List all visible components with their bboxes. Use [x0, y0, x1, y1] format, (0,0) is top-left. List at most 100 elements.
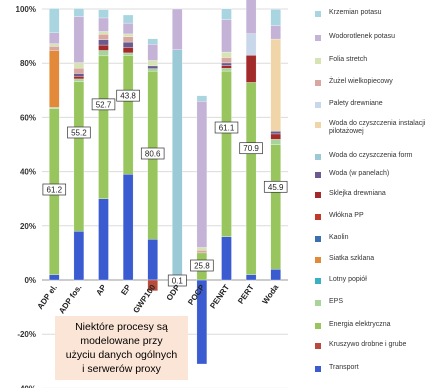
legend-item: Folia stretch — [315, 56, 433, 64]
data-label: 52.7 — [96, 100, 112, 109]
x-tick-label: EP — [119, 282, 133, 296]
y-axis-ticks: 100% 80% 60% 40% 20% 0% -20% -40% — [16, 5, 36, 388]
legend-item: Woda do czyszczenia form — [315, 152, 433, 160]
legend-label: Woda do czyszczenia instalacji pilotażow… — [329, 120, 426, 135]
bar-segment — [270, 131, 281, 135]
legend-label: Sklejka drewniana — [329, 190, 386, 197]
note-box: Niektóre procesy są modelowane przy użyc… — [55, 316, 188, 380]
bar-segment — [73, 73, 85, 77]
legend-item: Żużel wielkopiecowy — [315, 78, 433, 86]
bar-segment — [147, 38, 158, 45]
bar-segment — [270, 38, 281, 132]
bar-segment — [221, 70, 232, 237]
legend-label: Folia stretch — [329, 56, 368, 63]
legend-label: Kaolin — [329, 234, 349, 241]
bar-segment — [147, 65, 158, 69]
bar-segment — [49, 50, 60, 108]
legend-label: Transport — [329, 364, 359, 371]
bar-segment — [196, 100, 208, 248]
bar-segment — [98, 50, 109, 57]
bar-segment — [98, 31, 109, 35]
bar-segment — [98, 34, 109, 40]
legend-swatch — [315, 257, 321, 263]
bar-segment — [147, 68, 158, 72]
data-label: 45.9 — [268, 183, 284, 192]
bar-segment — [245, 55, 257, 83]
legend-label: EPS — [329, 298, 344, 305]
data-labels: 61.2 55.2 52.7 43.8 80.6 0.1 25.8 61.1 70.9 45.9 — [42, 89, 288, 287]
legend-item: Kaolin — [315, 234, 433, 242]
bar-segment — [49, 43, 60, 47]
bar-segment — [147, 44, 158, 61]
bar-segment — [49, 274, 60, 281]
bar-segment — [147, 60, 158, 67]
bar-segment — [147, 239, 158, 281]
legend-swatch — [315, 236, 321, 242]
bar-segment — [221, 8, 232, 20]
bar-segment — [73, 62, 85, 69]
bar-segment — [270, 25, 281, 40]
y-tick-label: 0% — [24, 276, 36, 285]
data-label-box — [214, 121, 239, 134]
bar-segment — [270, 139, 281, 145]
bar-segment — [98, 198, 109, 281]
y-tick-label: 40% — [20, 168, 36, 177]
data-label: 55.2 — [71, 128, 87, 137]
bar-segment — [122, 55, 134, 175]
data-label: 70.9 — [243, 144, 259, 153]
bar-segment — [73, 16, 85, 63]
bar-segment — [270, 9, 281, 26]
bar-segment — [245, 274, 257, 281]
x-tick-label: Woda — [261, 283, 281, 306]
data-label: 80.6 — [145, 150, 161, 159]
y-tick-label: 20% — [20, 222, 36, 231]
x-tick-label: PERT — [236, 283, 256, 306]
y-tick-label: 60% — [20, 113, 36, 122]
x-tick-label: AP — [94, 282, 108, 297]
bar-segment — [49, 107, 60, 109]
data-label: 61.2 — [47, 186, 63, 195]
bar-segment — [270, 269, 281, 281]
bar-segment — [49, 32, 60, 44]
bar-segment — [245, 33, 257, 56]
bar-segment — [73, 81, 85, 232]
data-label: 0.1 — [172, 277, 184, 286]
legend-swatch — [315, 300, 321, 306]
legend-swatch — [315, 58, 321, 64]
bar-segment — [122, 33, 134, 37]
x-tick-label: PENRT — [208, 283, 231, 310]
data-label-box — [91, 98, 116, 111]
y-tick-label: 100% — [16, 5, 36, 14]
legend-item: Wodorotlenek potasu — [315, 33, 433, 41]
legend-label: Lotny popiół — [329, 276, 367, 283]
legend-swatch — [315, 278, 321, 284]
bar-segment — [172, 8, 183, 50]
legend-swatch — [315, 154, 321, 160]
bar-segment — [270, 144, 281, 270]
bar-segment — [122, 47, 134, 54]
legend-swatch — [315, 323, 321, 329]
note-line: modelowane przy — [80, 335, 163, 347]
y-tick-label: 80% — [20, 59, 36, 68]
bar-segment — [221, 51, 232, 58]
bar-segment — [245, 82, 257, 275]
legend-item: Krzemian potasu — [315, 9, 433, 17]
bar-segment — [98, 17, 109, 32]
bar-segment — [196, 247, 208, 251]
bar-segment — [221, 19, 232, 53]
data-label: 43.8 — [120, 92, 136, 101]
legend-item: Transport — [315, 364, 433, 372]
data-label-box — [67, 126, 91, 139]
bar-segment — [73, 231, 85, 281]
legend-swatch — [315, 35, 321, 41]
legend-label: Woda do czyszczenia form — [329, 152, 413, 159]
legend-swatch — [315, 11, 321, 17]
note-line: Niektóre procesy są — [75, 321, 168, 333]
legend-label: Włókna PP — [329, 212, 364, 219]
bar-segment — [196, 250, 208, 254]
legend-label: Woda (w panelach) — [329, 170, 390, 177]
legend-label: Żużel wielkopiecowy — [329, 78, 393, 85]
data-label-box — [140, 147, 165, 160]
bar-segment — [98, 39, 109, 46]
